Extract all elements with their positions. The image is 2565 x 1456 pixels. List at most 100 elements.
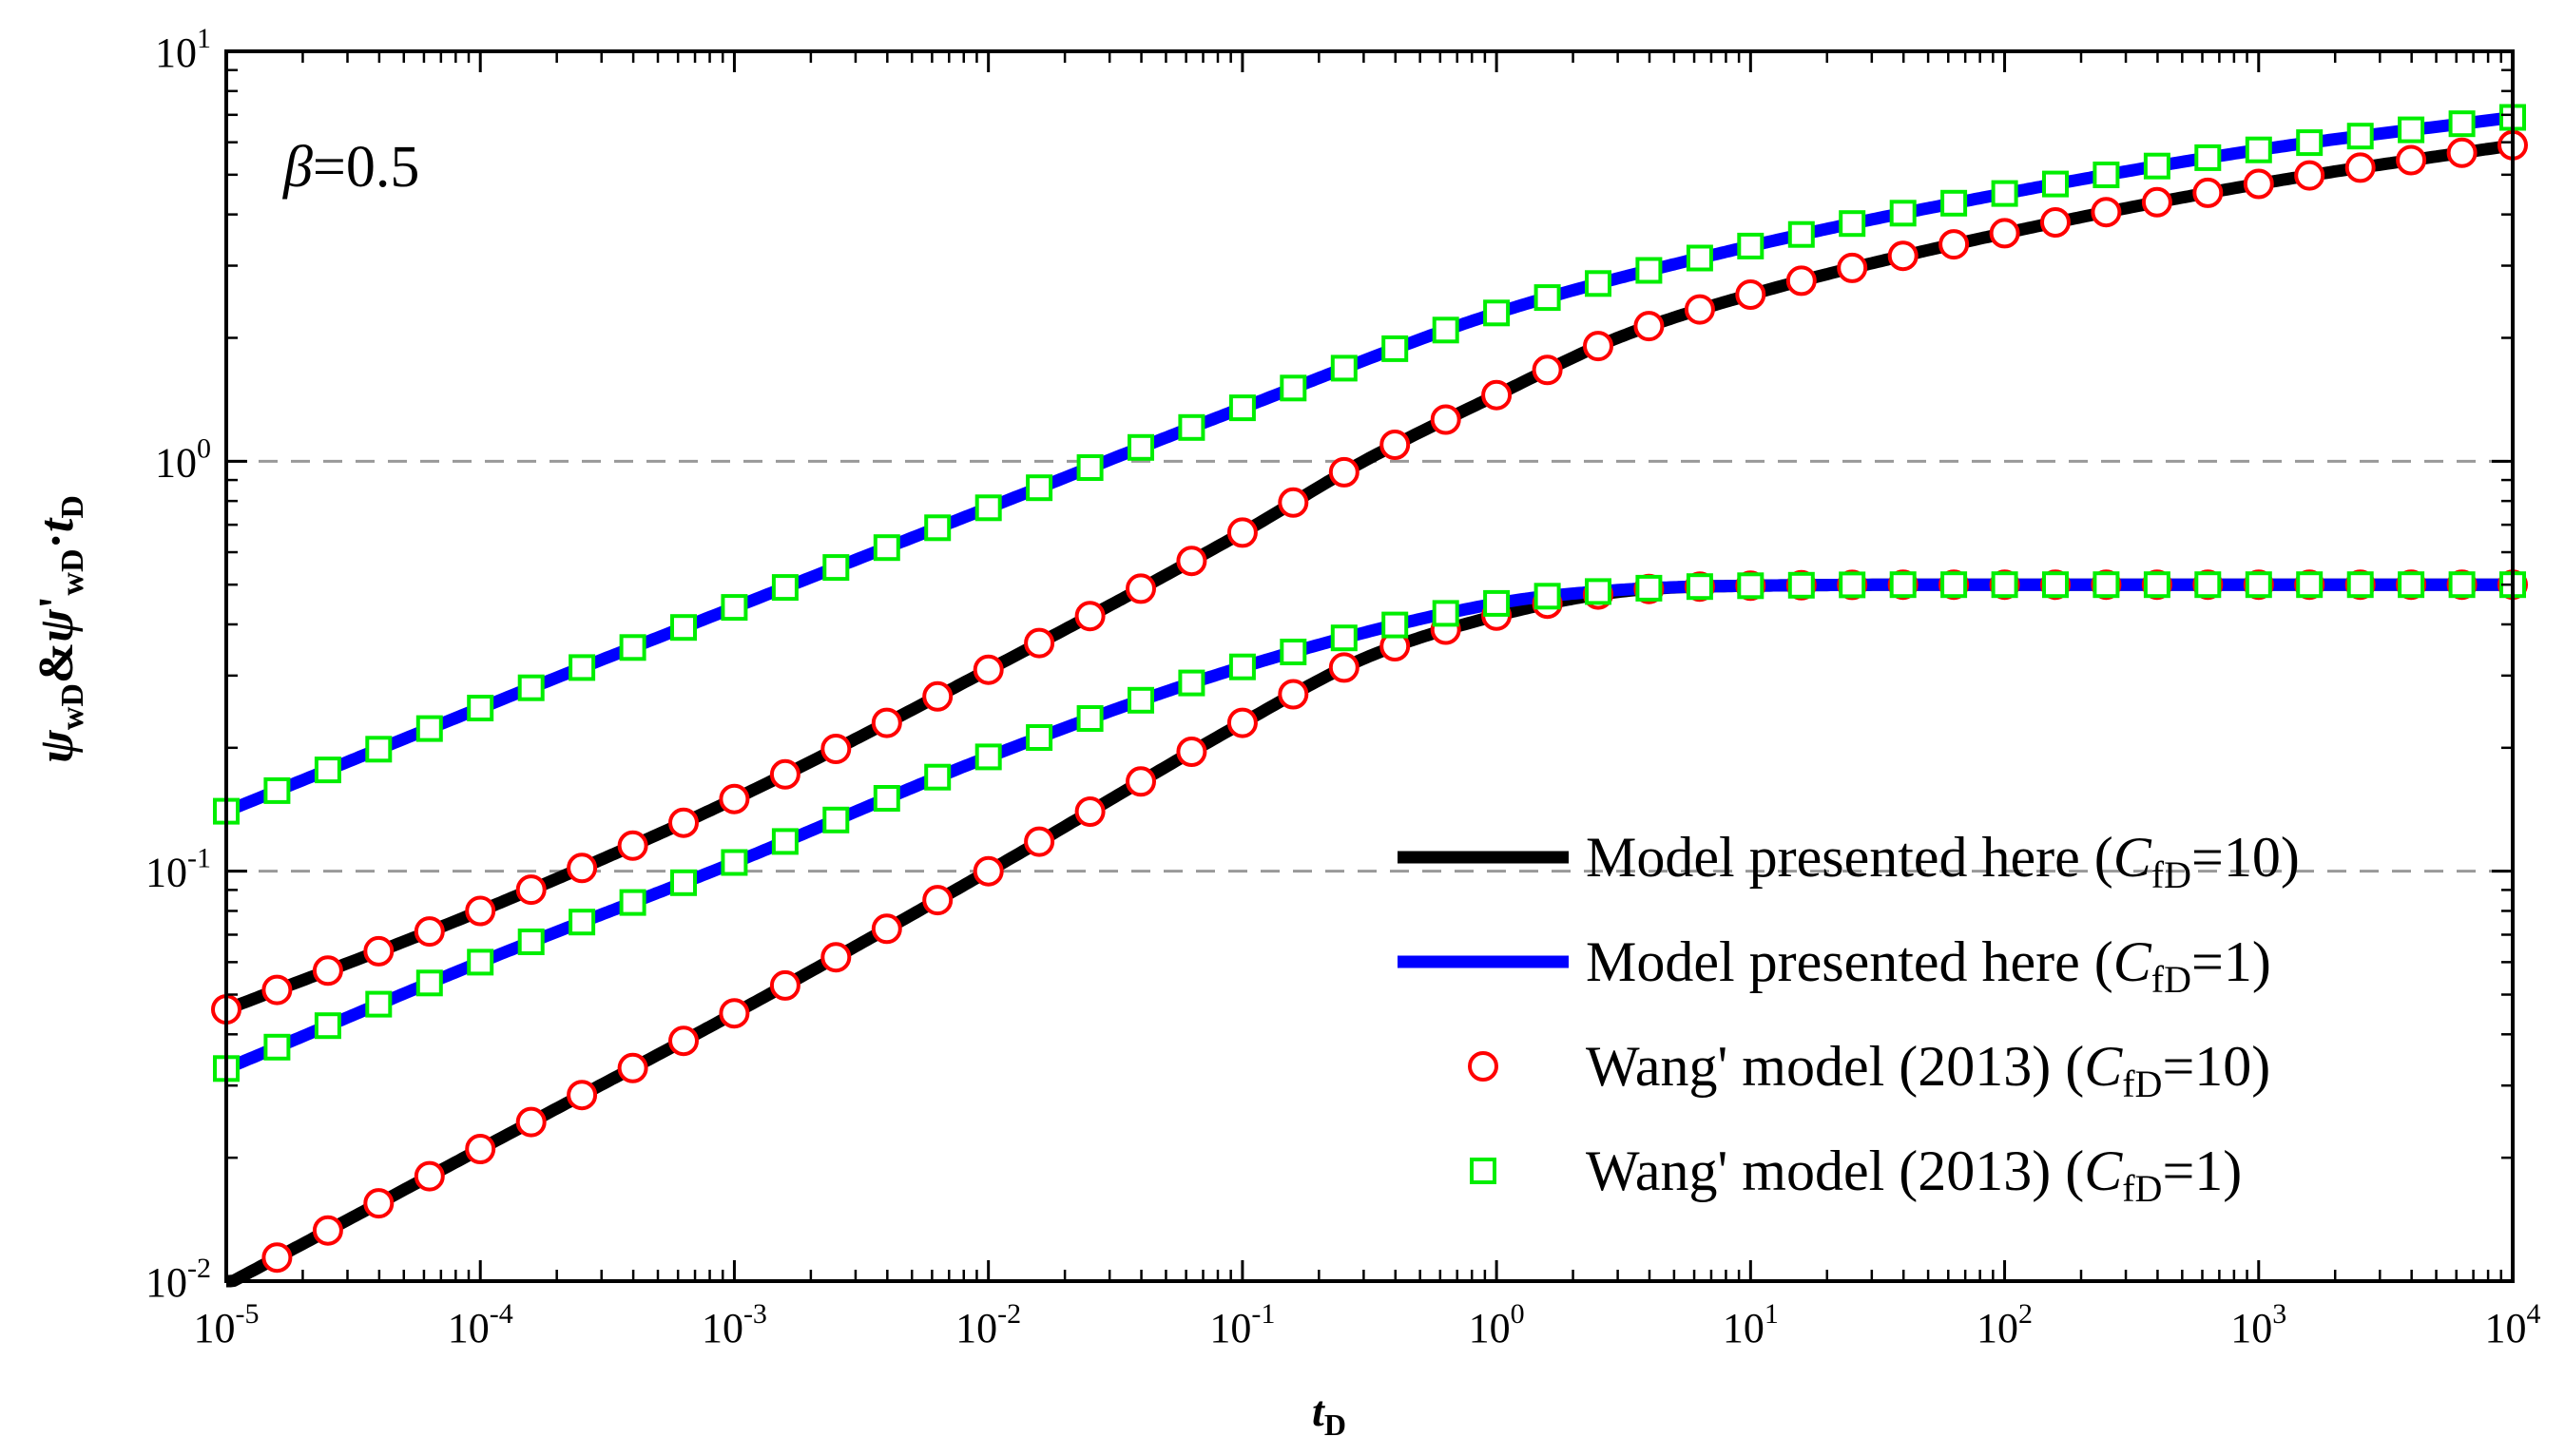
marker-circle <box>2091 197 2122 228</box>
marker-circle <box>515 874 547 906</box>
marker-square <box>1076 705 1104 732</box>
marker-circle <box>769 758 800 790</box>
x-tick-label: 103 <box>2230 1298 2286 1351</box>
marker-circle <box>1785 265 1817 297</box>
marker-square <box>1432 316 1459 344</box>
marker-circle <box>465 1134 496 1164</box>
marker-square <box>1381 335 1409 362</box>
marker-square <box>1737 232 1765 259</box>
marker-square <box>1839 210 1866 238</box>
marker-square <box>517 929 545 955</box>
marker-square <box>1787 220 1815 248</box>
marker-circle <box>1226 517 1258 548</box>
marker-circle <box>2294 160 2325 191</box>
marker-square <box>1128 686 1154 714</box>
marker-square <box>415 969 443 997</box>
model-curves <box>223 111 2516 1288</box>
legend-label: Wang' model (2013) (CfD=1) <box>1586 1140 2242 1210</box>
marker-circle <box>1837 252 1868 283</box>
marker-square <box>1280 639 1307 665</box>
marker-square <box>2398 116 2425 144</box>
marker-square <box>1178 669 1205 697</box>
marker-square <box>2245 571 2272 599</box>
marker-square <box>569 654 596 681</box>
marker-circle <box>973 855 1004 887</box>
marker-square <box>1483 589 1511 617</box>
marker-circle <box>820 942 852 973</box>
legend-label: Model presented here (CfD=10) <box>1586 826 2300 896</box>
marker-circle <box>769 969 800 1001</box>
marker-square <box>1533 583 1561 610</box>
marker-circle <box>1887 240 1919 272</box>
legend-entry-1: Model presented here (CfD=1) <box>1398 930 2271 1001</box>
marker-square <box>1787 571 1815 599</box>
marker-circle <box>617 1052 648 1083</box>
x-tick-label: 10-5 <box>194 1298 260 1351</box>
x-tick-label: 104 <box>2485 1298 2541 1351</box>
marker-square <box>1991 180 2018 207</box>
curve-0 <box>223 139 2516 1016</box>
marker-circle <box>1328 652 1360 683</box>
marker-square <box>1889 571 1917 599</box>
marker-square <box>314 757 341 784</box>
marker-circle <box>414 916 445 948</box>
marker-square <box>415 715 443 742</box>
marker-circle <box>1989 218 2020 249</box>
marker-circle <box>871 707 902 738</box>
marker-square <box>873 785 900 812</box>
marker-circle <box>719 998 750 1029</box>
marker-square <box>1635 574 1663 602</box>
x-tick-label: 10-4 <box>448 1298 513 1351</box>
marker-square <box>517 674 545 701</box>
curve-3 <box>223 578 2516 1075</box>
y-axis-title: ψwD&ψ'wD·tD <box>29 495 90 763</box>
marker-circle <box>2141 186 2172 218</box>
marker-circle <box>261 1242 293 1274</box>
marker-square <box>1533 284 1561 312</box>
marker-circle <box>1379 430 1411 460</box>
marker-circle <box>1481 379 1513 411</box>
marker-square <box>2092 162 2120 188</box>
marker-circle <box>567 1080 598 1111</box>
marker-square <box>2346 571 2374 599</box>
marker-square <box>974 743 1002 771</box>
marker-circle <box>414 1160 445 1192</box>
marker-square <box>1381 611 1409 639</box>
marker-square <box>974 494 1002 522</box>
marker-square <box>721 849 748 876</box>
marker-square <box>314 1012 341 1040</box>
marker-circle <box>617 830 648 861</box>
x-tick-label: 101 <box>1723 1298 1779 1351</box>
marker-square <box>2194 571 2222 599</box>
marker-circle <box>871 913 902 945</box>
marker-square <box>1635 257 1663 284</box>
marker-square <box>1686 244 1713 272</box>
marker-circle <box>2446 137 2478 168</box>
marker-circle <box>1430 404 1461 435</box>
marker-circle <box>668 1025 699 1057</box>
marker-circle <box>1024 826 1055 857</box>
marker-square <box>1026 724 1053 751</box>
plot-frame <box>224 49 2515 1283</box>
marker-circle <box>668 807 699 838</box>
marker-circle <box>312 1215 343 1246</box>
marker-circle <box>1278 679 1309 710</box>
marker-square <box>924 514 952 542</box>
marker-square <box>2398 571 2425 599</box>
marker-circle <box>719 783 750 814</box>
marker-circle <box>2192 177 2224 208</box>
marker-circle <box>1074 601 1106 632</box>
marker-circle <box>2040 207 2071 238</box>
marker-square <box>2092 571 2120 599</box>
marker-circle <box>1278 487 1309 518</box>
marker-square <box>2042 571 2069 599</box>
legend-entry-3: Wang' model (2013) (CfD=1) <box>1470 1140 2242 1210</box>
marker-square <box>1026 474 1053 502</box>
legend-label: Wang' model (2013) (CfD=10) <box>1586 1035 2270 1105</box>
marker-square <box>1839 571 1866 599</box>
y-tick-label: 101 <box>155 23 211 76</box>
marker-circle <box>2243 168 2274 200</box>
x-tick-label: 10-1 <box>1209 1298 1275 1351</box>
x-axis-title: tD <box>1312 1387 1346 1442</box>
